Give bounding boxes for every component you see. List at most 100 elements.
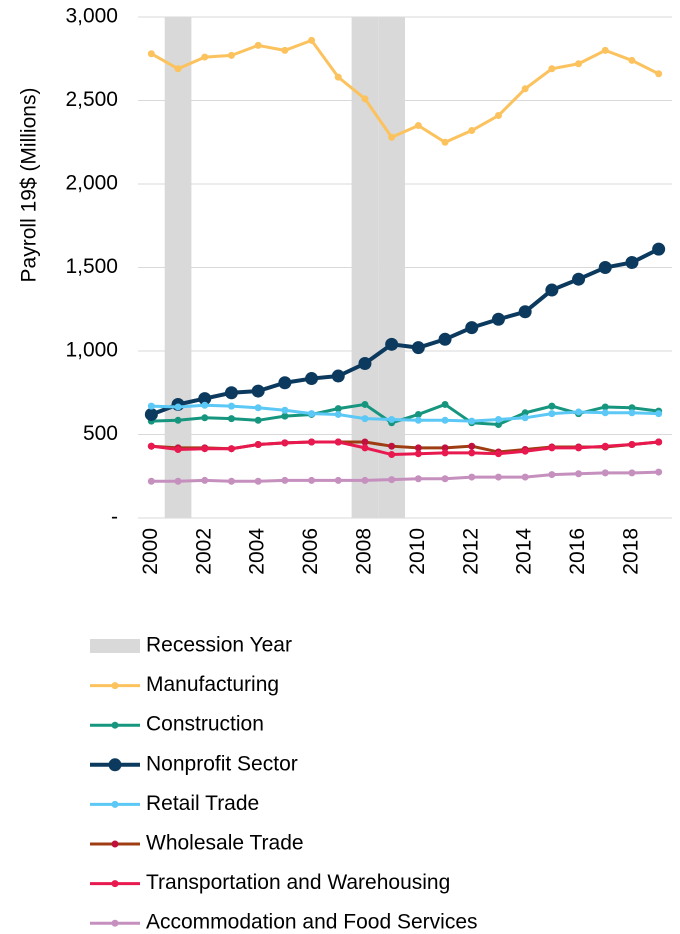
point <box>388 415 396 423</box>
x-tick-label: 2018 <box>619 528 642 575</box>
point <box>281 412 289 420</box>
point <box>361 438 369 446</box>
point <box>334 438 342 446</box>
point <box>334 73 342 81</box>
series-line <box>151 470 659 483</box>
x-tick-label: 2012 <box>459 528 482 575</box>
legend-label: Accommodation and Food Services <box>146 911 478 934</box>
point <box>254 41 262 49</box>
y-tick-label: 1,500 <box>65 255 118 278</box>
point <box>438 332 452 346</box>
point <box>441 444 449 452</box>
y-tick-label: 3,000 <box>65 5 118 28</box>
point <box>548 410 556 418</box>
point <box>411 341 425 355</box>
point <box>358 357 372 371</box>
point <box>494 450 502 458</box>
point <box>254 416 262 424</box>
point <box>198 392 212 406</box>
point <box>468 449 476 457</box>
point <box>518 305 532 319</box>
point <box>468 417 476 425</box>
point <box>174 477 182 485</box>
point <box>494 112 502 120</box>
point <box>281 439 289 447</box>
point <box>147 477 155 485</box>
legend-marker <box>111 880 119 888</box>
point <box>521 409 529 417</box>
legend-swatch <box>90 639 140 653</box>
point <box>227 402 235 410</box>
point <box>361 95 369 103</box>
point <box>414 444 422 452</box>
point <box>548 444 556 452</box>
point <box>548 65 556 73</box>
point <box>281 46 289 54</box>
point <box>414 416 422 424</box>
point <box>575 60 583 68</box>
point <box>521 414 529 422</box>
legend-marker <box>111 919 119 927</box>
point <box>201 414 209 422</box>
legend-label: Manufacturing <box>146 673 279 696</box>
point <box>385 337 399 351</box>
point <box>441 138 449 146</box>
point <box>601 403 609 411</box>
point <box>548 471 556 479</box>
point <box>331 369 345 383</box>
point <box>278 376 292 390</box>
point <box>334 410 342 418</box>
legend-label: Transportation and Warehousing <box>146 871 450 894</box>
point <box>254 404 262 412</box>
point <box>147 402 155 410</box>
point <box>305 372 319 386</box>
point <box>361 415 369 423</box>
point <box>308 36 316 44</box>
point <box>441 449 449 457</box>
point <box>201 401 209 409</box>
point <box>545 283 559 297</box>
x-tick-label: 2006 <box>299 528 322 575</box>
point <box>147 50 155 58</box>
point <box>227 445 235 453</box>
point <box>441 475 449 483</box>
point <box>361 476 369 484</box>
point <box>575 470 583 478</box>
series-line <box>151 403 659 423</box>
point <box>388 442 396 450</box>
point <box>468 127 476 135</box>
y-tick-label: 500 <box>83 422 118 445</box>
point <box>414 122 422 130</box>
y-tick-label: 2,000 <box>65 172 118 195</box>
point <box>491 312 505 326</box>
legend-marker <box>111 682 119 690</box>
point <box>227 415 235 423</box>
point <box>468 442 476 450</box>
point <box>388 133 396 141</box>
point <box>174 65 182 73</box>
point <box>414 475 422 483</box>
lines <box>144 36 666 485</box>
point <box>601 469 609 477</box>
series-line <box>150 38 660 144</box>
x-tick-label: 2014 <box>513 528 536 575</box>
point <box>281 476 289 484</box>
point <box>227 477 235 485</box>
point <box>494 415 502 423</box>
point <box>147 442 155 450</box>
point <box>388 451 396 459</box>
point <box>227 51 235 59</box>
x-tick-label: 2016 <box>566 528 589 575</box>
point <box>174 446 182 454</box>
point <box>144 407 158 421</box>
x-tick-label: 2010 <box>406 528 429 575</box>
point <box>251 384 265 398</box>
point <box>652 242 666 256</box>
series-line <box>151 440 659 457</box>
x-tick-label: 2004 <box>246 528 269 575</box>
point <box>521 473 529 481</box>
point <box>601 409 609 417</box>
point <box>414 410 422 418</box>
y-axis-label: Payroll 19$ (Millions) <box>18 88 41 283</box>
point <box>572 272 586 286</box>
